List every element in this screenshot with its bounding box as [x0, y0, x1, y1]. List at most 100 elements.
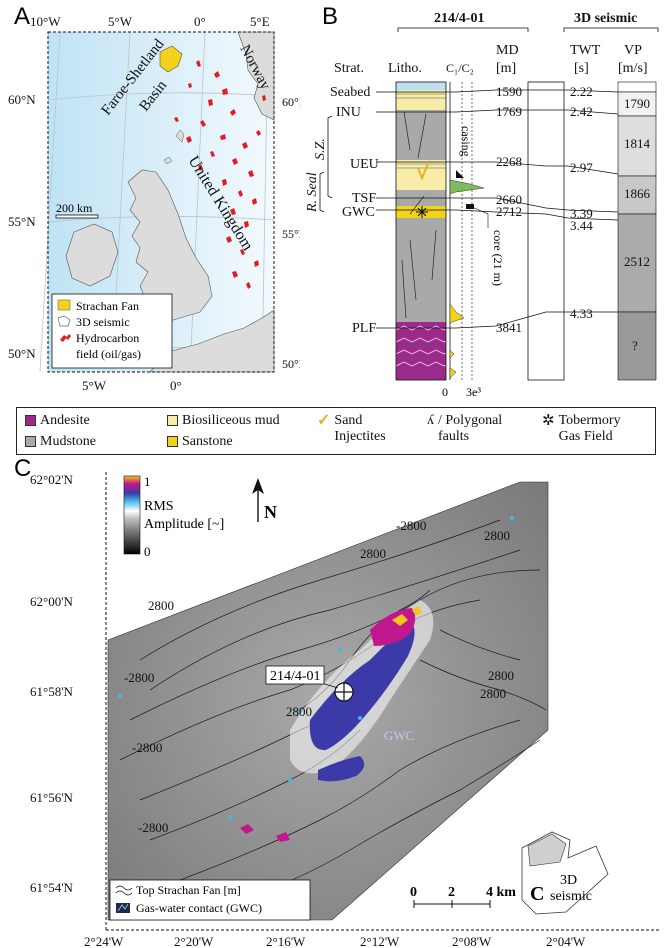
svg-text:0: 0 — [410, 885, 417, 900]
hydrocarbon-fields — [174, 60, 266, 289]
rms-amplitude-map: 2800 -2800 -2800 -2800 2800 2800 2800 -2… — [30, 472, 660, 948]
svg-text:RMS: RMS — [144, 499, 174, 514]
svg-text:2800: 2800 — [484, 528, 510, 543]
lon-label-bottom-5w: 5°W — [82, 378, 107, 393]
svg-text:2°20'W: 2°20'W — [174, 934, 214, 948]
svg-text:?: ? — [632, 338, 638, 353]
svg-text:62°02'N: 62°02'N — [30, 472, 74, 487]
svg-text:2.42: 2.42 — [570, 104, 593, 119]
svg-text:VP: VP — [624, 43, 642, 58]
sz-label: S.Z. — [313, 138, 328, 160]
lon-label-10w: 10°W — [30, 14, 61, 29]
legend-c: Top Strachan Fan [m] Gas-water contact (… — [109, 879, 311, 921]
strachan-fan-area — [159, 45, 183, 73]
gwc-label: GWC — [384, 728, 414, 743]
legend-a: Strachan Fan 3D seismic Hydrocarbon fiel… — [51, 293, 173, 369]
svg-text:3.39: 3.39 — [570, 206, 593, 221]
well-log: 214/4-01 3D seismic Strat. Litho. C₁/C₂ … — [306, 11, 659, 399]
svg-text:1769: 1769 — [496, 104, 522, 119]
lon-label-0: 0° — [194, 14, 206, 29]
lithology-legend: Andesite Mudstone Biosiliceous mud Sanst… — [16, 407, 656, 455]
svg-text:2°12'W: 2°12'W — [360, 934, 400, 948]
core-label: core (21 m) — [491, 230, 505, 286]
panel-letter-b: B — [322, 3, 339, 30]
svg-text:Litho.: Litho. — [388, 61, 422, 76]
rseal-label: R. Seal — [306, 172, 320, 213]
legend-sanstone: Sanstone — [167, 434, 233, 450]
svg-text:Strachan Fan: Strachan Fan — [76, 299, 139, 313]
svg-text:C₁/C₂: C₁/C₂ — [446, 61, 474, 75]
ireland-landmass — [65, 223, 119, 287]
svg-text:61°54'N: 61°54'N — [30, 880, 74, 895]
svg-text:2800: 2800 — [148, 598, 174, 613]
svg-text:seismic: seismic — [550, 889, 592, 904]
svg-text:2268: 2268 — [496, 154, 522, 169]
panel-letter-a: A — [14, 3, 31, 30]
svg-text:[s]: [s] — [574, 61, 589, 76]
svg-text:2800: 2800 — [488, 668, 514, 683]
svg-text:61°56'N: 61°56'N — [30, 790, 74, 805]
svg-text:2°04'W: 2°04'W — [546, 934, 586, 948]
legend-andesite: Andesite — [25, 413, 90, 429]
svg-text:2660: 2660 — [496, 192, 522, 207]
svg-text:1: 1 — [144, 474, 151, 489]
c1c2-track: casing core (21 m) 0 3e³ — [442, 82, 505, 399]
legend-sand-injectites: ✓ Sand Injectites — [317, 412, 386, 445]
svg-text:-2800: -2800 — [138, 820, 168, 835]
svg-text:-2800: -2800 — [124, 670, 154, 685]
svg-text:Top Strachan Fan [m]: Top Strachan Fan [m] — [136, 883, 241, 897]
svg-text:2.22: 2.22 — [570, 84, 593, 99]
vp-track — [617, 81, 657, 381]
svg-text:4 km: 4 km — [486, 885, 516, 900]
svg-text:200 km: 200 km — [56, 201, 93, 215]
horizon-gwc: GWC — [342, 205, 375, 220]
lon-label-bottom-0: 0° — [170, 378, 182, 393]
svg-text:2: 2 — [448, 885, 455, 900]
svg-text:2°16'W: 2°16'W — [266, 934, 306, 948]
inset-survey-outline: C 3D seismic — [521, 831, 609, 915]
regional-map: 10°W 5°W 0° 5°E 5°W 0° 60°N 55°N 50°N 60… — [8, 14, 300, 393]
svg-text:1814: 1814 — [624, 136, 651, 151]
svg-text:[m/s]: [m/s] — [618, 61, 648, 76]
svg-text:3D: 3D — [560, 873, 577, 888]
svg-text:-2800: -2800 — [396, 518, 426, 533]
lithology-column — [395, 81, 447, 381]
svg-text:[m]: [m] — [496, 61, 516, 76]
horizon-inu: INU — [336, 105, 361, 120]
svg-text:3.44: 3.44 — [570, 218, 593, 233]
mudstone-swatch — [25, 436, 36, 447]
legend-biosiliceous-mud: Biosiliceous mud — [167, 413, 280, 429]
svg-text:62°00'N: 62°00'N — [30, 594, 74, 609]
horizon-plf: PLF — [352, 321, 376, 336]
svg-text:field (oil/gas): field (oil/gas) — [76, 347, 141, 361]
svg-text:0: 0 — [144, 544, 151, 559]
scale-bar-a: 200 km — [55, 201, 99, 219]
svg-text:MD: MD — [496, 43, 519, 58]
horizon-ueu: UEU — [350, 157, 379, 172]
svg-text:2.97: 2.97 — [570, 160, 593, 175]
well-marker: 214/4-01 — [265, 665, 354, 702]
well-title: 214/4-01 — [434, 11, 485, 26]
svg-text:1790: 1790 — [624, 96, 650, 111]
lat-label-60n: 60°N — [8, 92, 36, 107]
svg-text:-2800: -2800 — [132, 740, 162, 755]
horizon-seabed: Seabed — [330, 85, 370, 100]
lat-label-55n: 55°N — [8, 214, 36, 229]
svg-text:C: C — [530, 883, 544, 905]
svg-text:TWT: TWT — [570, 43, 601, 58]
seismic-title: 3D seismic — [574, 11, 637, 26]
svg-text:2512: 2512 — [624, 254, 650, 269]
svg-text:0: 0 — [442, 385, 448, 399]
lat-label-right-55n: 55°N — [282, 227, 300, 241]
horizon-tsf: TSF — [352, 191, 376, 206]
north-arrow-icon: N — [252, 478, 277, 522]
legend-tobermory: ✲ Tobermory Gas Field — [542, 413, 621, 444]
lat-label-50n: 50°N — [8, 346, 36, 361]
svg-text:214/4-01: 214/4-01 — [270, 669, 321, 684]
svg-text:4.33: 4.33 — [570, 306, 593, 321]
colorbar: 1 0 RMS Amplitude [~] — [123, 474, 224, 559]
svg-text:61°58'N: 61°58'N — [30, 684, 74, 699]
gas-field-icon: ✲ — [542, 413, 555, 429]
svg-text:Gas-water contact (GWC): Gas-water contact (GWC) — [136, 901, 262, 915]
svg-text:3D seismic: 3D seismic — [76, 315, 130, 329]
